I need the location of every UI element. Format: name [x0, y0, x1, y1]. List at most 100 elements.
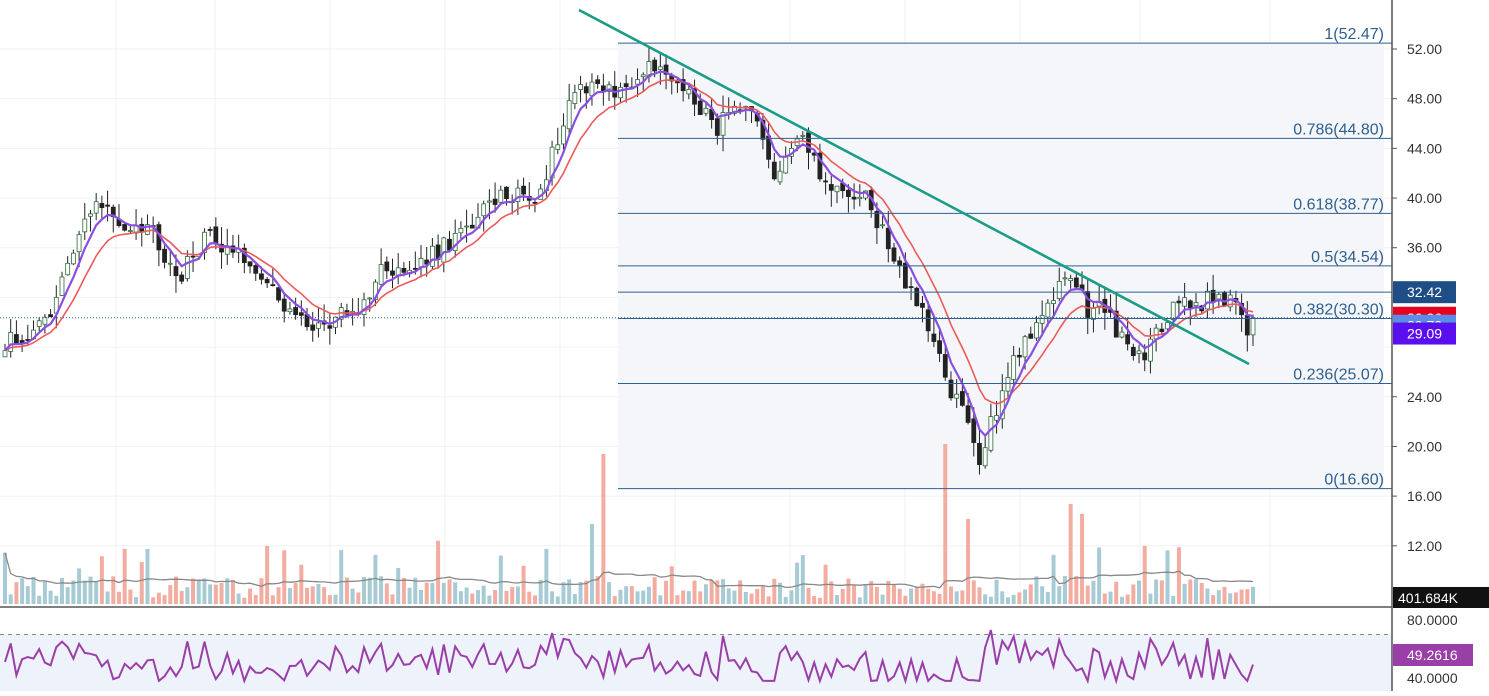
- volume-bar: [1239, 589, 1244, 604]
- volume-bar: [1205, 588, 1210, 604]
- volume-bar: [367, 577, 372, 604]
- volume-bar: [880, 594, 885, 604]
- volume-bar: [857, 597, 862, 604]
- volume-bar: [1228, 593, 1233, 604]
- candle: [572, 84, 578, 110]
- volume-bar: [1245, 589, 1250, 604]
- candle-body: [931, 333, 937, 342]
- volume-bar: [664, 580, 669, 604]
- volume-bar: [88, 576, 93, 604]
- volume-bar: [196, 579, 201, 604]
- volume-bar: [65, 587, 70, 604]
- volume-bar: [948, 586, 953, 604]
- volume-bar: [521, 565, 526, 604]
- price-tick-label: 12.00: [1407, 538, 1442, 554]
- candle-body: [999, 390, 1005, 420]
- candle: [657, 53, 663, 85]
- volume-badge: [1393, 587, 1489, 608]
- candle-body: [954, 393, 960, 399]
- volume-bar: [1137, 580, 1142, 604]
- candle-body: [213, 226, 219, 244]
- volume-bar: [1182, 583, 1187, 604]
- rsi-band-fill: [0, 634, 1392, 693]
- candle: [1011, 346, 1017, 389]
- candle: [680, 68, 686, 102]
- volume-bar: [59, 577, 64, 604]
- candle-body: [1034, 322, 1039, 339]
- volume-bar: [532, 595, 537, 604]
- candle-body: [36, 320, 42, 327]
- volume-bar: [698, 591, 703, 604]
- volume-bar: [293, 583, 298, 604]
- candle: [481, 200, 487, 232]
- candle: [885, 210, 891, 263]
- volume-bar: [550, 591, 555, 604]
- volume-bar: [578, 581, 583, 604]
- volume-bar: [681, 590, 686, 604]
- candle: [1085, 279, 1091, 335]
- candle-body: [1165, 322, 1170, 330]
- candle: [977, 428, 982, 475]
- candle: [1222, 290, 1227, 307]
- volume-bar: [151, 597, 156, 604]
- candle-body: [173, 266, 179, 277]
- volume-bar: [1125, 594, 1130, 604]
- price-tick-label: 44.00: [1407, 140, 1442, 156]
- candle-body: [640, 74, 646, 78]
- candle-body: [418, 258, 424, 268]
- candle-body: [1039, 315, 1045, 324]
- price-badge-label: 32.42: [1407, 284, 1442, 300]
- candle: [891, 242, 897, 264]
- volume-bar: [795, 562, 800, 604]
- candle-body: [920, 302, 925, 308]
- volume-bar: [168, 585, 173, 604]
- volume-bar: [891, 584, 896, 604]
- candle-body: [99, 203, 105, 209]
- volume-bar: [960, 590, 965, 604]
- volume-bar: [25, 586, 30, 604]
- candle-body: [93, 201, 99, 214]
- volume-bar: [817, 597, 822, 604]
- candle: [99, 195, 105, 221]
- price-tick-label: 40.00: [1407, 190, 1442, 206]
- volume-bar: [675, 595, 680, 604]
- volume-bar: [71, 580, 76, 604]
- candle-body: [891, 247, 897, 262]
- candle-body: [264, 278, 270, 284]
- volume-bar: [162, 595, 167, 604]
- volume-bar: [1194, 579, 1199, 604]
- volume-bar: [977, 587, 982, 604]
- candle-body: [908, 286, 914, 289]
- volume-bar: [447, 579, 452, 604]
- volume-bar: [909, 588, 914, 604]
- candle-body: [583, 86, 589, 94]
- candle-body: [897, 260, 903, 267]
- ma-slow-line: [4, 79, 1254, 405]
- volume-bar: [424, 582, 429, 604]
- candle-body: [122, 224, 128, 231]
- volume-bar: [607, 582, 612, 604]
- volume-bar: [282, 550, 287, 604]
- candle-body: [1136, 350, 1142, 354]
- candle: [8, 319, 14, 358]
- candle: [925, 301, 931, 342]
- volume-bar: [111, 576, 116, 604]
- volume-bar: [213, 584, 218, 604]
- volume-bar: [589, 524, 594, 604]
- candle-body: [430, 245, 435, 267]
- candle-body: [1113, 310, 1119, 338]
- candle-body: [1073, 277, 1079, 288]
- volume-bar: [270, 595, 275, 604]
- volume-bar: [863, 584, 868, 604]
- candle-body: [880, 224, 885, 227]
- volume-bars: [3, 444, 1255, 604]
- candle: [253, 262, 259, 281]
- candle-body: [703, 107, 709, 114]
- volume-bar: [703, 584, 708, 604]
- volume-bar: [379, 576, 384, 604]
- trendline[interactable]: [578, 8, 1250, 366]
- candle: [595, 75, 601, 89]
- volume-bar: [1199, 582, 1204, 604]
- volume-bar: [8, 594, 13, 604]
